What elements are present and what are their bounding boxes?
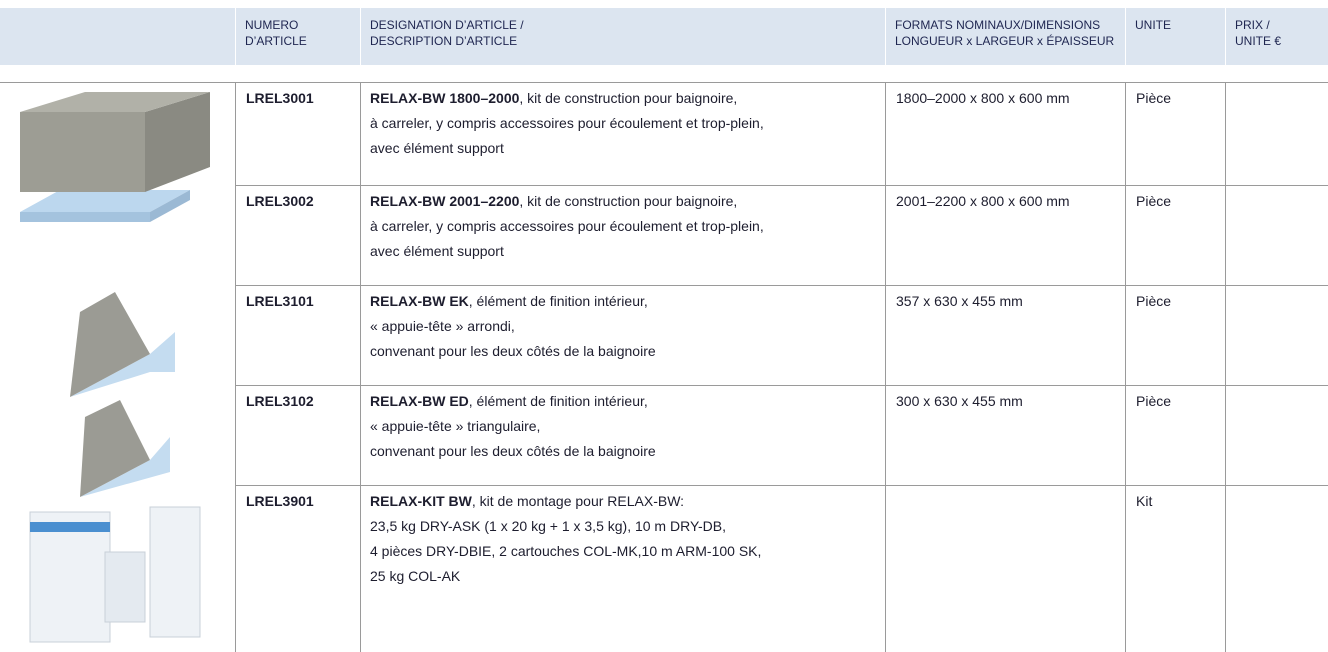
description-line: à carreler, y compris accessoires pour é… (370, 111, 764, 136)
header-divider (360, 8, 361, 65)
column-border (1225, 82, 1226, 652)
description-line: avec élément support (370, 239, 504, 264)
header-bar (0, 8, 1328, 65)
description-line: « appuie-tête » arrondi, (370, 314, 515, 339)
wedge-triangle-image (80, 400, 170, 497)
article-number: LREL3102 (246, 393, 314, 409)
row-border (0, 82, 1328, 83)
column-border (360, 82, 361, 652)
format: 2001–2200 x 800 x 600 mm (896, 193, 1070, 209)
article-number: LREL3901 (246, 493, 314, 509)
description-line: RELAX-KIT BW, kit de montage pour RELAX-… (370, 489, 684, 514)
unit: Pièce (1136, 90, 1172, 106)
row-border (235, 285, 1328, 286)
description-text: à carreler, y compris accessoires pour é… (370, 218, 764, 234)
description-text: convenant pour les deux côtés de la baig… (370, 343, 656, 359)
description-text: convenant pour les deux côtés de la baig… (370, 443, 656, 459)
description-text: 25 kg COL-AK (370, 568, 461, 584)
description-line: RELAX-BW 2001–2200, kit de construction … (370, 189, 737, 214)
row-border (235, 185, 1328, 186)
article-title: RELAX-BW EK (370, 293, 469, 309)
kit-image (29, 506, 201, 643)
column-border (235, 82, 236, 652)
row-border (235, 485, 1328, 486)
format: 300 x 630 x 455 mm (896, 393, 1023, 409)
description-text: avec élément support (370, 243, 504, 259)
header-label: DESIGNATION D’ARTICLE / (370, 18, 524, 32)
header-divider (885, 8, 886, 65)
description-text: avec élément support (370, 140, 504, 156)
description-line: RELAX-BW 1800–2000, kit de construction … (370, 86, 737, 111)
description-line: 4 pièces DRY-DBIE, 2 cartouches COL-MK,1… (370, 539, 761, 564)
bathtub-image (20, 92, 210, 222)
description-text: , élément de finition intérieur, (468, 393, 648, 409)
format: 1800–2000 x 800 x 600 mm (896, 90, 1070, 106)
header-label: FORMATS NOMINAUX/DIMENSIONS (895, 18, 1101, 32)
description-line: « appuie-tête » triangulaire, (370, 414, 540, 439)
article-title: RELAX-KIT BW (370, 493, 472, 509)
description-text: « appuie-tête » arrondi, (370, 318, 515, 334)
unit: Pièce (1136, 193, 1172, 209)
header-label: D’ARTICLE (245, 34, 307, 48)
description-line: convenant pour les deux côtés de la baig… (370, 439, 656, 464)
header-label: DESCRIPTION D’ARTICLE (370, 34, 518, 48)
header-divider (1225, 8, 1226, 65)
wedge-round-image (70, 292, 175, 397)
article-title: RELAX-BW 2001–2200 (370, 193, 520, 209)
description-line: RELAX-BW EK, élément de finition intérie… (370, 289, 648, 314)
description-line: convenant pour les deux côtés de la baig… (370, 339, 656, 364)
article-number: LREL3101 (246, 293, 314, 309)
description-line: RELAX-BW ED, élément de finition intérie… (370, 389, 648, 414)
unit: Kit (1136, 493, 1153, 509)
product-images (20, 92, 210, 643)
header-label: LONGUEUR x LARGEUR x ÉPAISSEUR (895, 34, 1115, 48)
format: 357 x 630 x 455 mm (896, 293, 1023, 309)
row-border (235, 385, 1328, 386)
description-text: 4 pièces DRY-DBIE, 2 cartouches COL-MK,1… (370, 543, 762, 559)
unit: Pièce (1136, 393, 1172, 409)
column-border (885, 82, 886, 652)
header-label: UNITE € (1235, 34, 1282, 48)
article-title: RELAX-BW ED (370, 393, 469, 409)
column-border (1125, 82, 1126, 652)
description-text: 23,5 kg DRY-ASK (1 x 20 kg + 1 x 3,5 kg)… (370, 518, 727, 534)
article-title: RELAX-BW 1800–2000 (370, 90, 520, 106)
description-line: 25 kg COL-AK (370, 564, 460, 589)
description-text: , kit de montage pour RELAX-BW: (471, 493, 685, 509)
description-line: avec élément support (370, 136, 504, 161)
description-text: , élément de finition intérieur, (468, 293, 648, 309)
header-label: PRIX / (1235, 18, 1270, 32)
description-text: , kit de construction pour baignoire, (519, 90, 738, 106)
description-line: 23,5 kg DRY-ASK (1 x 20 kg + 1 x 3,5 kg)… (370, 514, 726, 539)
header-label: UNITE (1135, 18, 1171, 32)
header-divider (1125, 8, 1126, 65)
description-text: , kit de construction pour baignoire, (519, 193, 738, 209)
article-number: LREL3001 (246, 90, 314, 106)
description-text: « appuie-tête » triangulaire, (370, 418, 541, 434)
description-text: à carreler, y compris accessoires pour é… (370, 115, 764, 131)
unit: Pièce (1136, 293, 1172, 309)
header-divider (235, 8, 236, 65)
header-label: NUMERO (245, 18, 299, 32)
article-number: LREL3002 (246, 193, 314, 209)
description-line: à carreler, y compris accessoires pour é… (370, 214, 764, 239)
